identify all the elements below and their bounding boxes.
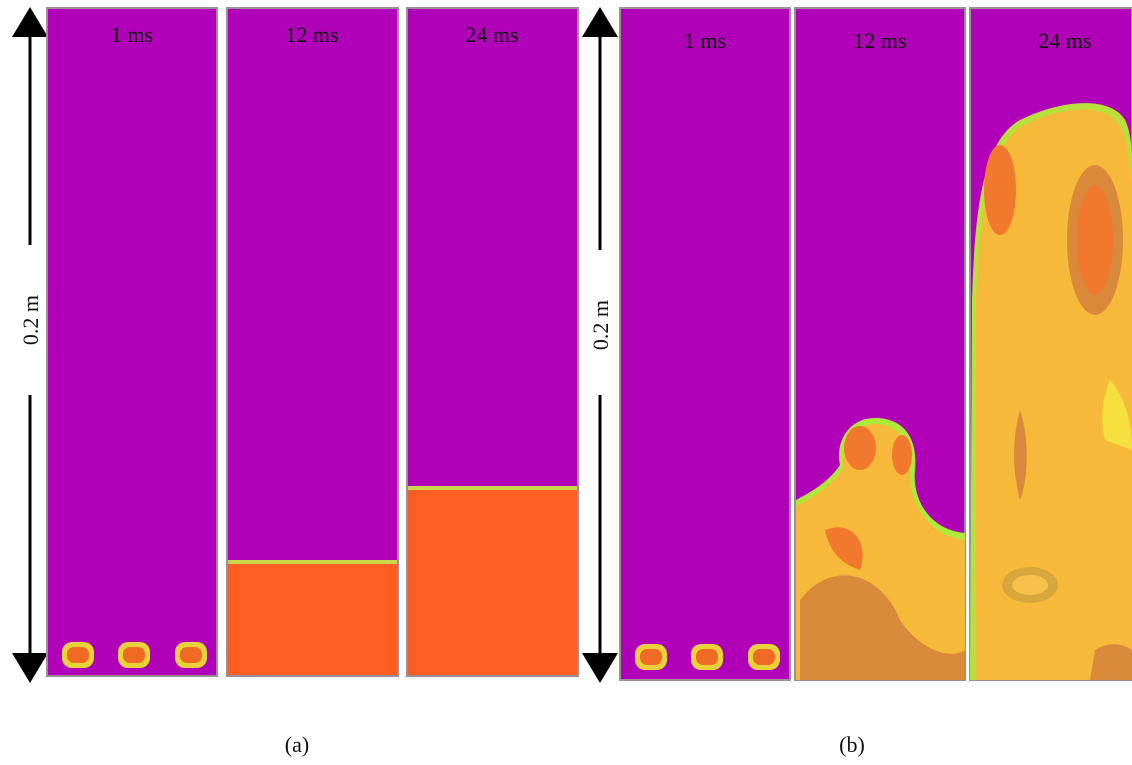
frame-label: 12 ms xyxy=(285,22,338,47)
bubble-core xyxy=(696,649,718,665)
interface xyxy=(228,560,397,564)
bubble-core xyxy=(180,647,202,663)
plume-core xyxy=(892,435,912,475)
fluid xyxy=(228,564,397,675)
bubble-core xyxy=(753,649,775,665)
frame-label: 1 ms xyxy=(684,28,726,53)
panel-a: 0.2 m 1 ms 12 ms 24 ms (a) xyxy=(18,8,578,757)
plume-core xyxy=(844,426,876,470)
frame xyxy=(620,8,790,680)
panel-caption: (b) xyxy=(839,732,865,757)
bubbles xyxy=(62,642,207,668)
frame-label: 1 ms xyxy=(111,22,153,47)
plume-shade xyxy=(1090,644,1132,680)
figure: 0.2 m 1 ms 12 ms 24 ms (a) 0.2 m xyxy=(0,0,1132,765)
plume-core xyxy=(1012,575,1048,595)
bubbles xyxy=(635,644,780,670)
frame-label: 24 ms xyxy=(1038,28,1091,53)
plume-core xyxy=(984,145,1016,235)
plume xyxy=(970,103,1132,680)
panel-caption: (a) xyxy=(285,732,309,757)
frame-label: 12 ms xyxy=(853,28,906,53)
plume-core xyxy=(1077,185,1113,295)
panel-b: 0.2 m xyxy=(588,8,1132,757)
scale-label: 0.2 m xyxy=(588,300,613,350)
bubble-core xyxy=(67,647,89,663)
interface xyxy=(408,486,577,490)
frame-label: 24 ms xyxy=(465,22,518,47)
bubble-core xyxy=(640,649,662,665)
bubble-core xyxy=(123,647,145,663)
scale-label: 0.2 m xyxy=(18,295,43,345)
fluid xyxy=(408,490,577,675)
frame xyxy=(47,8,217,676)
